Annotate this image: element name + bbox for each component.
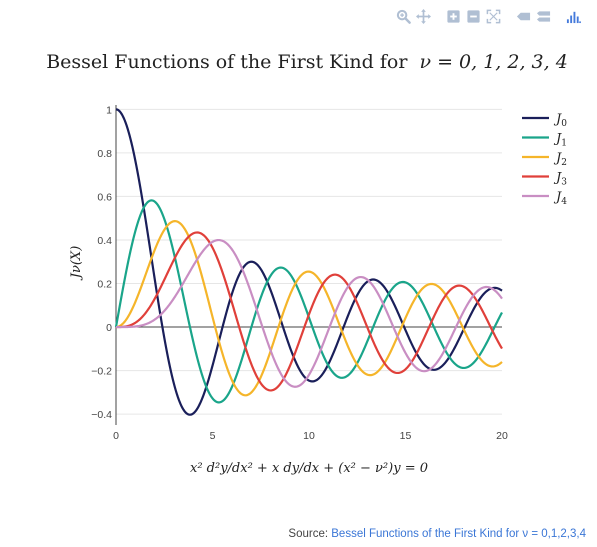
series-line-j2: [115, 220, 503, 397]
legend-entry[interactable]: J3: [553, 171, 567, 188]
series-line-j4: [116, 238, 503, 388]
y-axis-label: Jν(X): [69, 246, 84, 282]
x-tick-label: 15: [400, 430, 412, 442]
zoom-out-icon[interactable]: [463, 6, 483, 26]
chart-title-text: Bessel Functions of the First Kind for: [46, 51, 408, 73]
modebar-group-zoom: [443, 6, 503, 26]
legend-entry[interactable]: J0: [553, 112, 567, 129]
x-tick-label: 5: [210, 430, 216, 442]
y-tick-label: 1: [106, 104, 112, 116]
hover-compare-icon[interactable]: [533, 6, 553, 26]
y-tick-label: 0.2: [97, 279, 112, 291]
axes: −0.4−0.200.20.40.60.810 5 10 15 20: [91, 104, 508, 442]
chart-title-math: ν = 0, 1, 2, 3, 4: [419, 51, 567, 73]
zoom-in-icon[interactable]: [443, 6, 463, 26]
hover-closest-icon[interactable]: [513, 6, 533, 26]
y-tick-label: −0.4: [91, 409, 112, 421]
pan-icon[interactable]: [413, 6, 433, 26]
x-tick-label: 10: [303, 430, 315, 442]
x-axis-label: x² d²y/dx² + x dy/dx + (x² − ν²)y = 0: [190, 461, 428, 476]
plotly-logo-icon[interactable]: [563, 6, 583, 26]
modebar-group-logo: [563, 6, 583, 26]
x-tick-label: 0: [113, 430, 119, 442]
series-line-j0: [115, 108, 503, 416]
modebar: [383, 6, 583, 26]
series-lines: [114, 108, 503, 416]
legend-entry[interactable]: J2: [553, 151, 567, 168]
source-line: Source: Bessel Functions of the First Ki…: [0, 528, 586, 540]
autoscale-icon[interactable]: [483, 6, 503, 26]
y-tick-label: 0.8: [97, 148, 112, 160]
source-link[interactable]: Bessel Functions of the First Kind for ν…: [331, 528, 586, 540]
y-tick-label: 0: [106, 322, 112, 334]
legend-entry[interactable]: J4: [553, 190, 567, 207]
source-label: Source:: [288, 528, 329, 540]
series-line-j3: [116, 231, 503, 392]
x-tick-label: 20: [496, 430, 508, 442]
legend: J0 J1 J2 J3 J4: [522, 112, 567, 207]
series-line-j1: [114, 199, 503, 404]
y-tick-label: −0.2: [91, 366, 112, 378]
chart-title: Bessel Functions of the First Kind for ν…: [46, 51, 568, 73]
modebar-group-hover: [513, 6, 553, 26]
y-tick-label: 0.6: [97, 191, 112, 203]
y-tick-label: 0.4: [97, 235, 112, 247]
modebar-group-navigate: [393, 6, 433, 26]
zoom-icon[interactable]: [393, 6, 413, 26]
legend-entry[interactable]: J1: [553, 132, 567, 149]
